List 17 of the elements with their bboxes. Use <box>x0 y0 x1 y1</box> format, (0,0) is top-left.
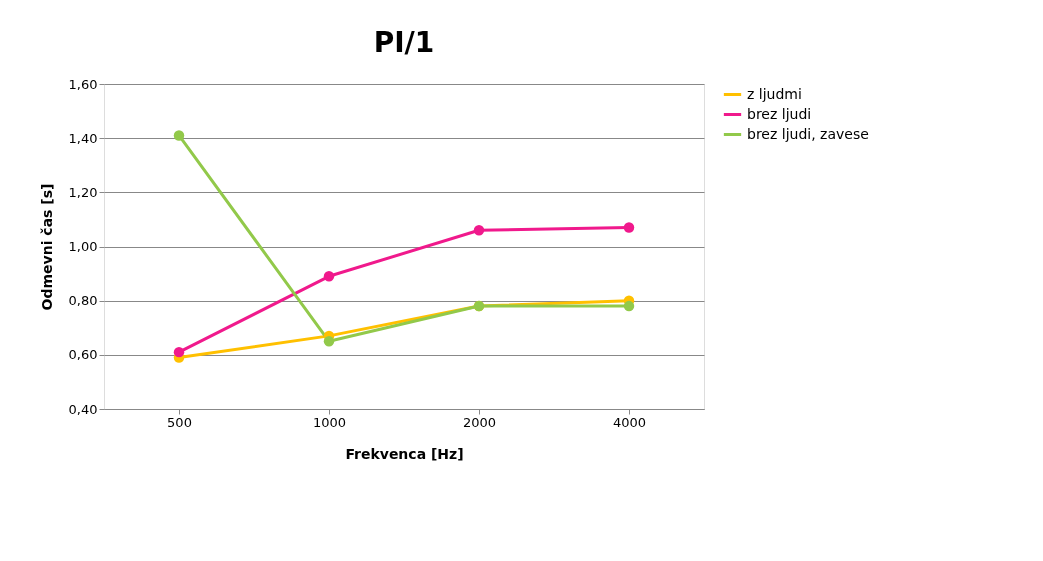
y-tick-label: 1,20 <box>68 184 98 200</box>
y-axis-title: Odmevni čas [s] <box>38 183 55 311</box>
x-tick-label: 1000 <box>312 414 347 430</box>
y-tick-label: 1,60 <box>68 76 98 92</box>
x-tick-label: 4000 <box>612 414 647 430</box>
y-tick-label: 1,40 <box>68 130 98 146</box>
legend-label: brez ljudi <box>747 105 812 122</box>
y-tick-label: 0,80 <box>68 293 98 309</box>
chart-title: PI/1 <box>373 26 435 59</box>
y-tick-label: 1,00 <box>68 239 98 254</box>
x-tick-label: 500 <box>167 414 192 430</box>
x-axis-title: Frekvenca [Hz] <box>345 445 464 462</box>
x-tick-label: 2000 <box>462 414 497 430</box>
y-tick-label: 0,40 <box>68 401 98 417</box>
legend-label: z ljudmi <box>747 85 802 102</box>
y-tick-label: 0,60 <box>68 347 98 363</box>
legend-label: brez ljudi, zavese <box>747 125 869 142</box>
